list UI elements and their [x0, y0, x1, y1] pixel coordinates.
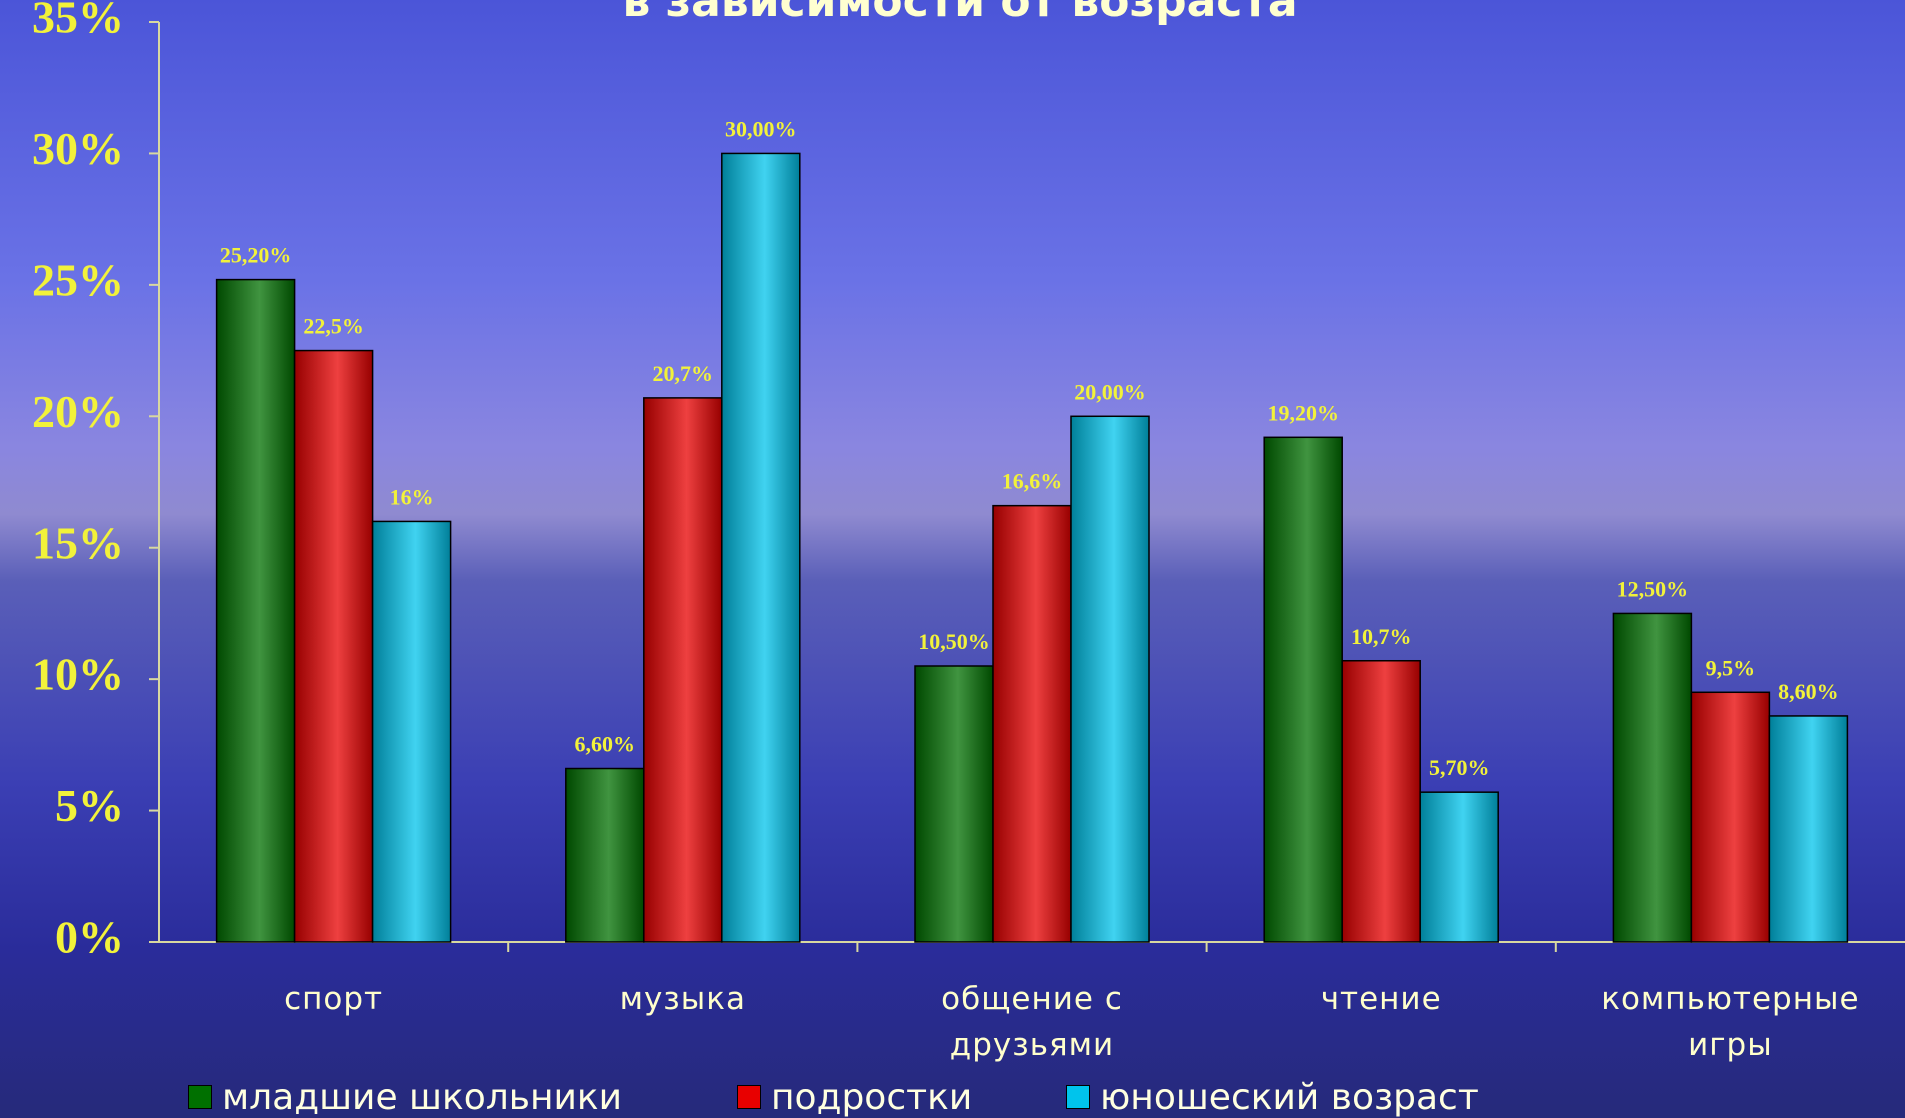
value-label: 20,7%	[653, 361, 714, 386]
value-label: 9,5%	[1706, 655, 1756, 680]
legend-item: подростки	[737, 1076, 972, 1118]
bar	[215, 278, 296, 943]
bar	[914, 665, 994, 943]
y-tick-label: 20%	[32, 386, 124, 437]
legend-swatch	[737, 1085, 761, 1109]
y-tick-label: 10%	[32, 649, 124, 700]
y-tick-label: 5%	[55, 780, 124, 831]
x-tick-label: спорт	[284, 981, 384, 1017]
legend-item: юношеский возраст	[1066, 1076, 1479, 1118]
legend-label: младшие школьники	[222, 1076, 623, 1118]
bar	[992, 504, 1072, 943]
value-label: 22,5%	[303, 314, 364, 339]
value-label: 19,20%	[1267, 400, 1339, 425]
bar	[1263, 436, 1343, 943]
value-label: 10,50%	[918, 629, 990, 654]
bar	[1341, 659, 1421, 943]
bar	[643, 397, 723, 943]
y-tick-label: 15%	[32, 517, 124, 568]
x-tick-label: музыка	[619, 981, 746, 1017]
y-tick-label: 30%	[32, 123, 124, 174]
y-tick-label: 25%	[32, 254, 124, 305]
value-label: 30,00%	[725, 116, 797, 141]
bar	[1070, 415, 1150, 943]
value-label: 10,7%	[1351, 624, 1412, 649]
value-label: 16%	[390, 484, 434, 509]
value-label: 25,20%	[220, 243, 292, 268]
value-label: 12,50%	[1617, 576, 1689, 601]
bar	[1419, 791, 1499, 943]
bar	[371, 520, 452, 943]
y-tick-label: 35%	[32, 0, 124, 43]
value-label: 8,60%	[1778, 679, 1839, 704]
bar	[565, 767, 645, 943]
legend-swatch	[188, 1085, 212, 1109]
bar	[721, 152, 801, 943]
bar	[293, 349, 374, 943]
y-tick-label: 0%	[55, 912, 124, 963]
legend-label: подростки	[771, 1076, 973, 1118]
value-label: 16,6%	[1002, 469, 1063, 494]
x-tick-label: чтение	[1320, 981, 1442, 1017]
value-label: 20,00%	[1074, 379, 1146, 404]
bar	[1690, 691, 1771, 943]
legend-item: младшие школьники	[188, 1076, 622, 1118]
x-tick-label: компьютерные игры	[1601, 981, 1860, 1063]
bar	[1612, 612, 1693, 943]
legend-swatch	[1066, 1085, 1090, 1109]
value-label: 6,60%	[575, 732, 636, 757]
chart-title: в зависимости от возраста	[622, 0, 1297, 27]
bar	[1768, 715, 1849, 943]
x-tick-label: общение с друзьями	[941, 981, 1123, 1063]
legend-label: юношеский возраст	[1100, 1076, 1479, 1118]
value-label: 5,70%	[1429, 755, 1490, 780]
